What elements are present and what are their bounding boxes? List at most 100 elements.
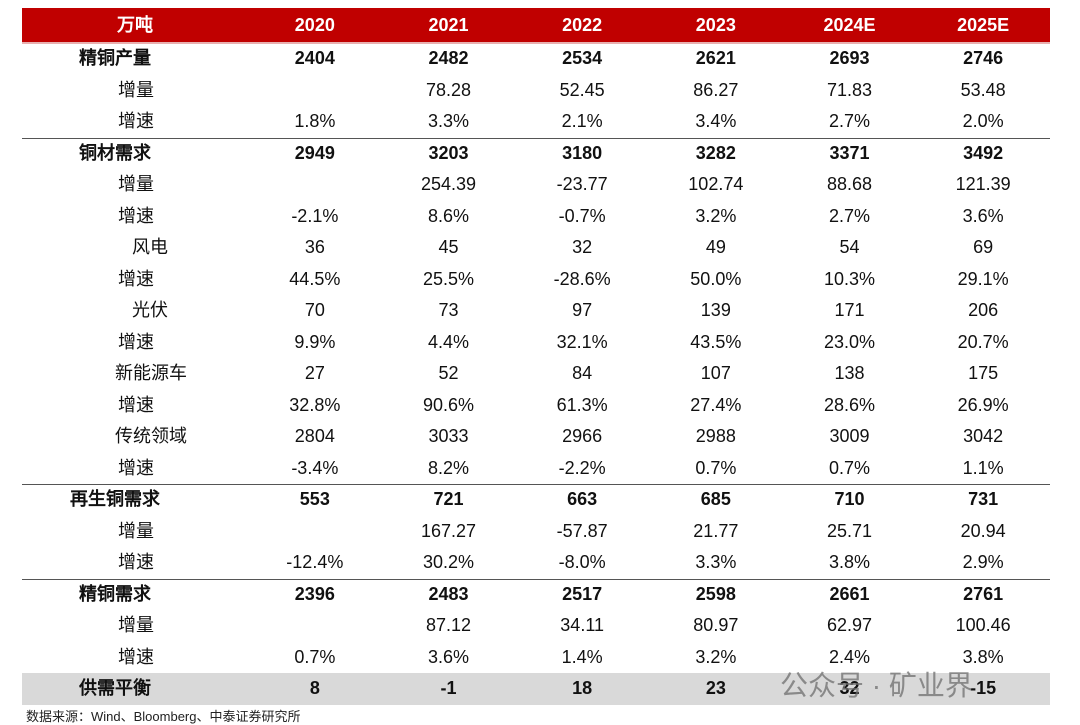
cell: 710 [834, 489, 865, 509]
cell: 2621 [695, 48, 736, 68]
cell: 8 [309, 678, 320, 698]
cell: 167.27 [420, 520, 477, 541]
cell: 2.4% [828, 646, 870, 667]
row-label: 增量 [118, 520, 154, 541]
header-cell: 2024E [823, 15, 876, 35]
cell: 100.46 [955, 615, 1011, 635]
cell: 71.83 [826, 79, 872, 100]
row-label: 风电 [132, 237, 168, 257]
cell: 2.1% [561, 111, 603, 131]
cell: 3371 [829, 142, 870, 163]
row-label: 增量 [118, 79, 154, 100]
cell: 52.45 [559, 79, 605, 100]
cell: 9.9% [294, 331, 336, 352]
row-label: 增速 [118, 457, 154, 478]
cell: 2404 [294, 48, 335, 68]
cell: 107 [700, 363, 731, 383]
row-label: 增速 [118, 552, 154, 572]
cell: 2661 [829, 583, 870, 604]
cell: 90.6% [422, 394, 474, 415]
cell: 3.8% [962, 646, 1004, 667]
cell: 80.97 [693, 615, 739, 635]
cell: 3.6% [962, 205, 1004, 226]
cell: 69 [973, 237, 994, 257]
cell: 23 [705, 678, 726, 698]
cell: 88.68 [826, 174, 872, 194]
cell: 27.4% [690, 394, 742, 415]
cell: 43.5% [690, 331, 742, 352]
cell: 27 [304, 363, 325, 383]
separator [22, 137, 1050, 139]
cell: 2.0% [962, 111, 1004, 131]
cell: -8.0% [558, 552, 606, 572]
cell: 1.1% [962, 457, 1004, 478]
cell: 62.97 [826, 615, 872, 635]
row-label: 精铜产量 [79, 48, 151, 68]
cell: 1.8% [294, 111, 336, 131]
cell: 0.7% [695, 457, 737, 478]
cell: 87.12 [425, 615, 471, 635]
row-label: 供需平衡 [79, 678, 151, 698]
cell: 138 [834, 363, 865, 383]
cell: 2804 [294, 426, 335, 446]
cell: 70 [304, 300, 325, 320]
separator [22, 484, 1050, 485]
row-label: 光伏 [132, 300, 168, 320]
cell: 50.0% [690, 268, 742, 289]
cell: -12.4% [286, 552, 344, 572]
header-cell: 万吨 [117, 15, 153, 35]
row-label: 增速 [118, 394, 154, 415]
row-label: 增速 [118, 331, 154, 352]
cell: 2761 [963, 583, 1004, 604]
row-label: 新能源车 [115, 363, 187, 383]
header-cell: 2021 [428, 15, 469, 35]
total-row-bg [22, 673, 1050, 705]
cell: 3.2% [695, 205, 737, 226]
cell: -3.4% [291, 457, 339, 478]
cell: 4.4% [427, 331, 469, 352]
cell: 3282 [695, 142, 736, 163]
cell: 3.4% [695, 111, 737, 131]
cell: 32.1% [556, 331, 608, 352]
cell: 171 [834, 300, 865, 320]
cell: 2966 [562, 426, 603, 446]
row-label: 传统领域 [115, 426, 187, 446]
header-cell: 2020 [294, 15, 335, 35]
cell: 553 [299, 489, 330, 509]
cell: -2.1% [291, 205, 339, 226]
cell: 29.1% [957, 268, 1009, 289]
cell: 3.2% [695, 646, 737, 667]
cell: 2746 [963, 48, 1004, 68]
cell: 34.11 [560, 615, 605, 635]
cell: 32 [839, 678, 860, 698]
cell: -2.2% [558, 457, 606, 478]
cell: 206 [968, 300, 999, 320]
cell: 73 [438, 300, 459, 320]
source-note: 数据来源：Wind、Bloomberg、中泰证券研究所 [26, 709, 301, 724]
cell: 20.94 [960, 520, 1006, 541]
row-label: 精铜需求 [79, 583, 151, 604]
cell: 685 [700, 489, 731, 509]
cell: 36 [304, 237, 325, 257]
separator [22, 578, 1050, 580]
cell: 21.77 [693, 520, 739, 541]
cell: 1.4% [561, 646, 603, 667]
cell: 54 [839, 237, 860, 257]
cell: 2482 [428, 48, 469, 68]
row-label: 增量 [118, 174, 154, 194]
cell: -23.77 [556, 174, 608, 194]
cell: 53.48 [960, 79, 1006, 100]
cell: 28.6% [823, 394, 875, 415]
cell: 3.6% [427, 646, 469, 667]
cell: 2949 [294, 142, 335, 163]
cell: 3.3% [427, 111, 469, 131]
cell: 26.9% [957, 394, 1009, 415]
cell: 254.39 [420, 174, 477, 194]
cell: 84 [572, 363, 593, 383]
row-label: 增速 [118, 205, 154, 226]
cell: 2534 [562, 48, 603, 68]
header-cell: 2022 [562, 15, 603, 35]
cell: 20.7% [957, 331, 1009, 352]
cell: -57.87 [556, 520, 608, 541]
